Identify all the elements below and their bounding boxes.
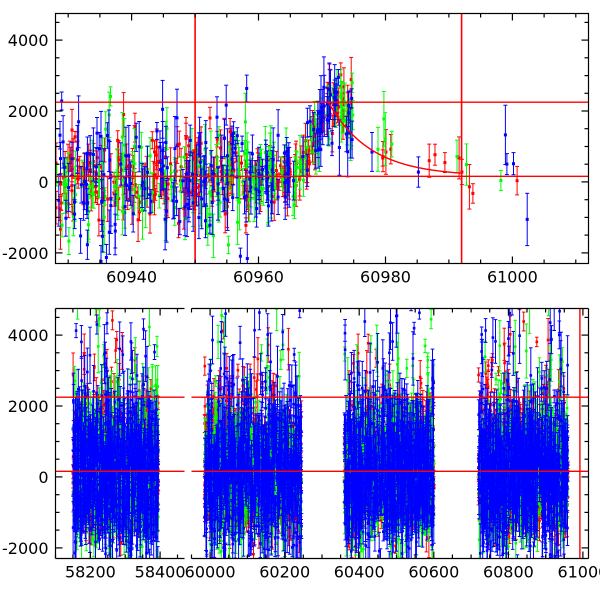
x-tick-label: 61000: [487, 268, 538, 287]
top-panel: 60940 60960 60980 61000 -2000 0 2000 4000: [2, 12, 590, 287]
y-tick-label: 4000: [8, 326, 49, 345]
y-tick-label: 2000: [8, 102, 49, 121]
top-panel-annotations: [55, 13, 589, 264]
x-tick-label: 60000: [185, 563, 236, 582]
series-blue: [56, 56, 530, 264]
y-tick-label: 0: [38, 173, 48, 192]
bottom-panel-axes: [54, 307, 590, 560]
x-tick-label: 60980: [360, 268, 411, 287]
x-tick-label: 60800: [483, 563, 534, 582]
series-blue-segment-1: [202, 308, 570, 559]
top-panel-ticklabels: 60940 60960 60980 61000 -2000 0 2000 4000: [2, 31, 538, 286]
x-tick-label: 60960: [233, 268, 284, 287]
y-tick-label: 0: [38, 468, 48, 487]
x-tick-label: 58200: [65, 563, 116, 582]
x-tick-label: 60940: [106, 268, 157, 287]
y-tick-label: -2000: [2, 539, 49, 558]
top-panel-data-area: [55, 13, 589, 264]
y-tick-label: -2000: [2, 244, 49, 263]
x-tick-label: 60600: [408, 563, 459, 582]
top-panel-axes: [54, 12, 590, 265]
x-tick-label: 60400: [334, 563, 385, 582]
x-tick-label: 60200: [259, 563, 310, 582]
x-tick-label: 58400: [135, 563, 186, 582]
annotation-exponential-decay-model: [327, 101, 462, 174]
y-tick-label: 4000: [8, 31, 49, 50]
y-tick-label: 2000: [8, 397, 49, 416]
x-tick-label: 61000: [557, 563, 600, 582]
top-panel-svg: 60940 60960 60980 61000 -2000 0 2000 4000: [2, 12, 590, 287]
